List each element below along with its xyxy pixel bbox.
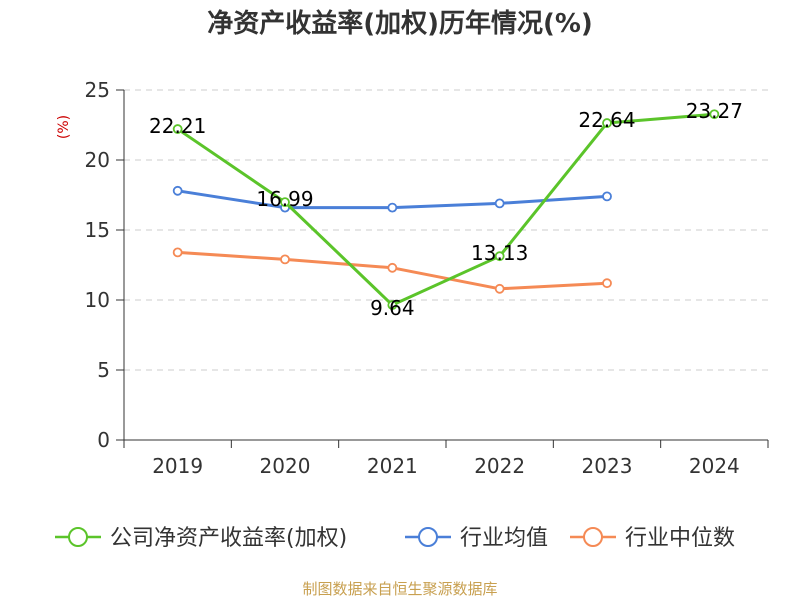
data-labels: 22.21 16.99 9.64 13.13 22.64 23.27 bbox=[149, 99, 743, 320]
data-label: 13.13 bbox=[471, 241, 528, 265]
y-tick-label: 0 bbox=[97, 428, 110, 452]
x-tick-label: 2024 bbox=[689, 454, 740, 478]
legend-label: 行业中位数 bbox=[625, 526, 735, 551]
data-label: 22.64 bbox=[578, 108, 635, 132]
data-point bbox=[280, 254, 290, 265]
legend-item: 行业均值 bbox=[405, 526, 548, 551]
y-tick-label: 20 bbox=[85, 148, 110, 172]
data-point bbox=[494, 251, 505, 262]
legend: 公司净资产收益率(加权) 行业均值 行业中位数 bbox=[55, 526, 735, 551]
legend-label: 公司净资产收益率(加权) bbox=[110, 526, 347, 551]
data-label: 23.27 bbox=[686, 99, 743, 123]
data-point bbox=[494, 198, 505, 209]
data-point bbox=[387, 300, 398, 310]
y-tick-label: 5 bbox=[97, 358, 110, 382]
data-point bbox=[602, 191, 612, 202]
data-point bbox=[709, 109, 720, 120]
y-tick-label: 10 bbox=[85, 288, 110, 312]
legend-label: 行业均值 bbox=[460, 526, 548, 551]
data-point bbox=[602, 278, 612, 289]
legend-marker bbox=[418, 527, 438, 547]
series-line bbox=[176, 112, 715, 307]
y-axis-label: (%) bbox=[56, 115, 72, 139]
source-note: 制图数据来自恒生聚源数据库 bbox=[302, 580, 497, 598]
series-2 bbox=[172, 247, 612, 294]
grid-lines bbox=[124, 89, 768, 371]
data-point bbox=[172, 247, 183, 258]
legend-item: 行业中位数 bbox=[570, 526, 735, 551]
x-tick-label: 2022 bbox=[474, 454, 525, 478]
legend-item: 公司净资产收益率(加权) bbox=[55, 526, 347, 551]
y-tick-label: 15 bbox=[85, 218, 110, 242]
data-label: 22.21 bbox=[149, 114, 206, 138]
data-point bbox=[172, 185, 183, 196]
legend-marker bbox=[583, 527, 603, 547]
x-tick-label: 2020 bbox=[260, 454, 311, 478]
x-tick-label: 2023 bbox=[582, 454, 633, 478]
data-point bbox=[387, 202, 398, 213]
legend-marker bbox=[68, 527, 88, 547]
data-point bbox=[387, 262, 398, 273]
data-label: 9.64 bbox=[370, 296, 415, 320]
data-point bbox=[494, 283, 505, 294]
chart-title: 净资产收益率(加权)历年情况(%) bbox=[207, 8, 593, 39]
data-label: 16.99 bbox=[256, 187, 313, 211]
y-tick-label: 25 bbox=[85, 78, 110, 102]
series-layer bbox=[172, 109, 720, 310]
axes: 0 5 10 15 20 25 2019 2020 2021 2022 2023 2024 bbox=[85, 78, 769, 478]
x-tick-label: 2021 bbox=[367, 454, 418, 478]
x-tick-label: 2019 bbox=[152, 454, 203, 478]
data-point bbox=[172, 124, 183, 134]
series-0 bbox=[172, 109, 720, 310]
data-point bbox=[280, 197, 290, 208]
data-point bbox=[602, 118, 612, 128]
